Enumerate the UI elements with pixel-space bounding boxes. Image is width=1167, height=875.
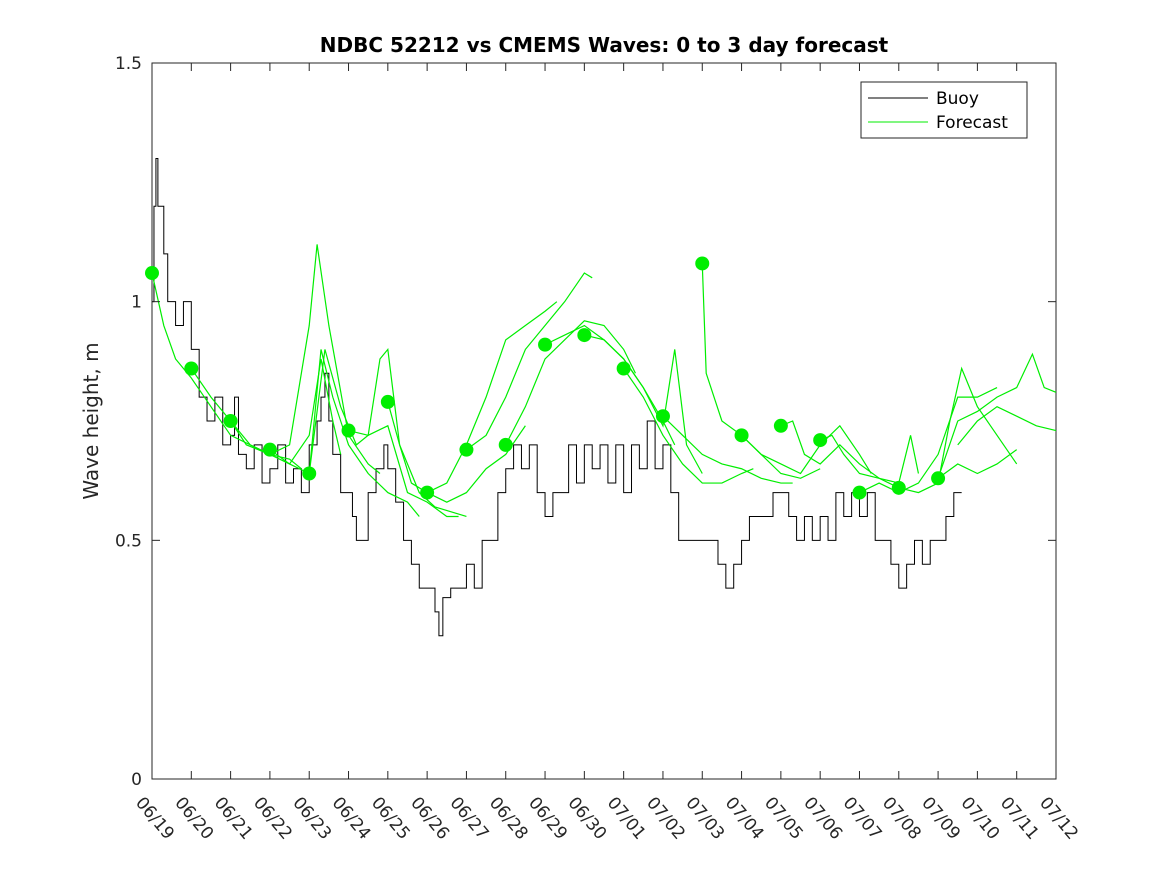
forecast-line xyxy=(937,449,1018,479)
forecast-start-marker xyxy=(931,471,946,486)
x-tick-label: 07/10 xyxy=(957,793,1004,843)
x-tick-label: 06/23 xyxy=(288,793,335,843)
x-tick-label: 06/27 xyxy=(446,793,493,843)
forecast-start-marker xyxy=(695,256,710,271)
x-tick-label: 07/05 xyxy=(760,793,807,843)
forecast-line xyxy=(957,405,1057,446)
forecast-start-marker xyxy=(616,361,631,376)
forecast-line xyxy=(230,244,381,474)
legend-forecast-label: Forecast xyxy=(936,113,1008,133)
x-tick-label: 06/25 xyxy=(367,793,414,843)
forecast-line xyxy=(859,387,998,494)
y-tick-label: 0 xyxy=(131,770,142,790)
x-tick-label: 06/19 xyxy=(131,793,178,843)
legend-box xyxy=(860,81,1028,139)
x-tick-label: 07/01 xyxy=(603,793,650,843)
buoy-line xyxy=(152,157,962,637)
forecast-line xyxy=(898,366,1018,494)
chart-title: NDBC 52212 vs CMEMS Waves: 0 to 3 day fo… xyxy=(320,33,889,57)
plot-frame xyxy=(151,62,1057,780)
y-tick-label: 1.5 xyxy=(115,54,142,74)
x-tick-label: 07/08 xyxy=(878,793,925,843)
forecast-start-marker xyxy=(538,337,553,352)
forecast-line xyxy=(426,301,558,494)
x-tick-label: 06/24 xyxy=(328,793,375,843)
forecast-start-marker xyxy=(184,361,199,376)
forecast-start-marker xyxy=(813,433,828,448)
forecast-line xyxy=(190,358,342,465)
forecast-start-marker xyxy=(577,328,592,343)
forecast-start-marker xyxy=(341,423,356,438)
x-tick-label: 06/30 xyxy=(564,793,611,843)
y-axis-label: Wave height, m xyxy=(79,342,103,499)
forecast-start-marker xyxy=(380,394,395,409)
forecast-line xyxy=(623,368,754,484)
x-tick-label: 06/29 xyxy=(524,793,571,843)
forecast-start-marker xyxy=(891,480,906,495)
forecast-start-marker xyxy=(223,414,238,428)
legend: Buoy Forecast xyxy=(860,81,1028,139)
y-axis: 0 0.5 1 1.5 xyxy=(115,54,1056,790)
x-tick-label: 06/22 xyxy=(249,793,296,843)
forecast-start-marker xyxy=(262,442,277,457)
x-tick-label: 07/03 xyxy=(681,793,728,843)
y-tick-label: 0.5 xyxy=(115,531,142,551)
forecast-start-marker xyxy=(773,418,788,433)
forecast-start-marker xyxy=(459,442,474,457)
forecast-markers xyxy=(145,256,946,500)
x-tick-label: 07/11 xyxy=(996,793,1043,843)
x-tick-label: 07/04 xyxy=(721,793,768,843)
legend-buoy-label: Buoy xyxy=(936,89,979,109)
forecast-start-marker xyxy=(302,466,317,481)
forecast-start-marker xyxy=(145,266,159,281)
x-tick-label: 06/20 xyxy=(170,793,217,843)
forecast-line xyxy=(937,352,1057,479)
plot-area xyxy=(145,62,1057,780)
forecast-series xyxy=(151,244,1057,518)
forecast-start-marker xyxy=(852,485,867,500)
forecast-line xyxy=(308,349,459,518)
forecast-line xyxy=(466,272,593,451)
forecast-start-marker xyxy=(734,428,749,443)
forecast-start-marker xyxy=(655,409,670,424)
forecast-line xyxy=(662,415,793,484)
x-tick-label: 06/28 xyxy=(485,793,532,843)
x-tick-label: 07/06 xyxy=(799,793,846,843)
forecast-line xyxy=(819,434,920,484)
x-tick-label: 06/26 xyxy=(406,793,453,843)
buoy-series xyxy=(152,157,962,637)
forecast-line xyxy=(387,401,526,503)
y-tick-label: 1 xyxy=(131,293,142,313)
forecast-start-marker xyxy=(498,437,513,452)
forecast-line xyxy=(269,349,420,517)
x-tick-label: 07/09 xyxy=(917,793,964,843)
forecast-line xyxy=(741,424,872,475)
forecast-line xyxy=(780,420,900,489)
x-tick-label: 07/12 xyxy=(1035,793,1082,843)
x-tick-label: 07/07 xyxy=(839,793,886,843)
forecast-start-marker xyxy=(420,485,435,500)
x-tick-label: 07/02 xyxy=(642,793,689,843)
forecast-line xyxy=(584,334,703,474)
x-tick-label: 06/21 xyxy=(210,793,257,843)
